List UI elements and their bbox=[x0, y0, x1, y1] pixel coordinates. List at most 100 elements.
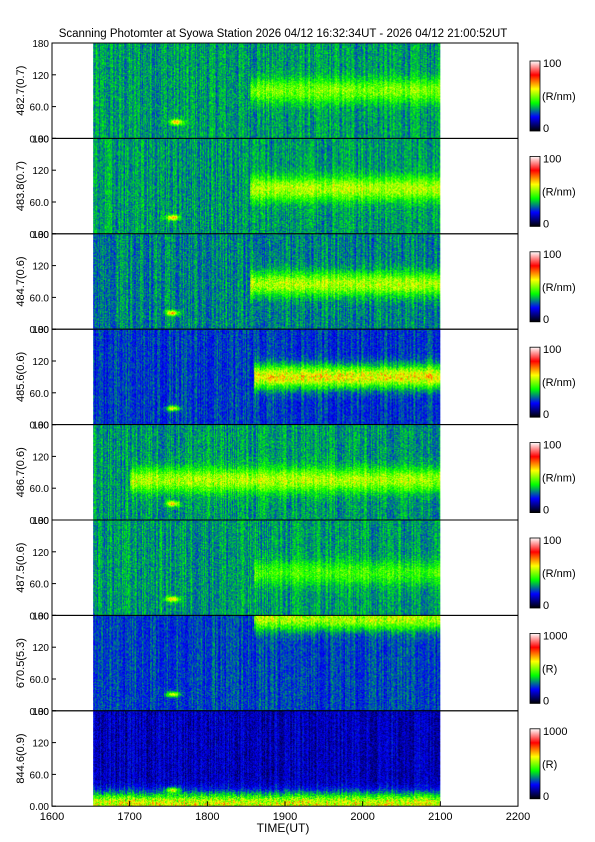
y-tick-label: 120 bbox=[32, 548, 49, 559]
x-axis: 1600 1700 1800 1900 2000 2100 2200 bbox=[40, 801, 530, 823]
y-tick-label: 0.00 bbox=[30, 802, 50, 813]
colorbar-unit-label: (R) bbox=[542, 759, 557, 771]
y-tick-label: 0.00 bbox=[30, 421, 50, 432]
y-tick-label: 60.0 bbox=[30, 675, 50, 686]
y-tick-label: 60.0 bbox=[30, 198, 50, 209]
panel-ylabel: 483.8(0.7) bbox=[15, 161, 27, 211]
colorbar-min-label: 0 bbox=[543, 123, 549, 135]
colorbar-max-label: 100 bbox=[543, 249, 561, 261]
panel-ylabel: 486.7(0.6) bbox=[15, 447, 27, 497]
chart-title: Scanning Photomter at Syowa Station 2026… bbox=[59, 28, 508, 40]
x-tick-label: 1600 bbox=[40, 811, 64, 823]
y-tick-label: 0.00 bbox=[30, 325, 50, 336]
colorbar-max-label: 100 bbox=[543, 58, 561, 70]
y-tick-label: 60.0 bbox=[30, 484, 50, 495]
y-tick-label: 60.0 bbox=[30, 293, 50, 304]
y-tick-label: 180 bbox=[32, 421, 49, 432]
colorbar-unit-label: (R/nm) bbox=[542, 568, 576, 580]
y-tick-label: 180 bbox=[32, 325, 49, 336]
colorbar-min-label: 0 bbox=[543, 505, 549, 517]
x-tick-label: 1700 bbox=[117, 811, 141, 823]
y-tick-label: 0.00 bbox=[30, 230, 50, 241]
y-tick-label: 120 bbox=[32, 739, 49, 750]
heatmap-2 bbox=[93, 138, 441, 234]
colorbar-min-label: 0 bbox=[543, 314, 549, 326]
colorbar bbox=[529, 442, 541, 514]
panel-2: 0.00 60.0 120 180 483.8(0.7) 100 (R/nm) 0 bbox=[15, 134, 576, 240]
heatmap-8 bbox=[93, 710, 441, 807]
panel-3: 0.00 60.0 120 180 484.7(0.6) 100 (R/nm) 0 bbox=[15, 230, 576, 336]
panel-ylabel: 485.6(0.6) bbox=[15, 352, 27, 402]
y-tick-label: 120 bbox=[32, 71, 49, 82]
colorbar-unit-label: (R/nm) bbox=[542, 282, 576, 294]
y-tick-label: 120 bbox=[32, 452, 49, 463]
colorbar-unit-label: (R/nm) bbox=[542, 186, 576, 198]
colorbar-min-label: 0 bbox=[543, 409, 549, 421]
y-tick-label: 120 bbox=[32, 166, 49, 177]
y-tick-label: 60.0 bbox=[30, 580, 50, 591]
y-tick-label: 180 bbox=[32, 611, 49, 622]
colorbar-min-label: 0 bbox=[543, 791, 549, 803]
colorbar bbox=[529, 60, 541, 132]
heatmap-1 bbox=[93, 43, 441, 139]
panels-layer: 0.00 60.0 120 180 482.7(0.7) 100 (R/nm) 0 0.00 60… bbox=[15, 39, 576, 813]
heatmap-4 bbox=[93, 329, 441, 425]
colorbar-max-label: 100 bbox=[543, 535, 561, 547]
colorbar-unit-label: (R/nm) bbox=[542, 91, 576, 103]
colorbar-min-label: 0 bbox=[543, 600, 549, 612]
y-tick-label: 60.0 bbox=[30, 389, 50, 400]
colorbar-max-label: 100 bbox=[543, 153, 561, 165]
y-tick-label: 180 bbox=[32, 230, 49, 241]
panel-7: 0.00 60.0 120 180 670.5(5.3) 1000 (R) 0 bbox=[15, 611, 567, 717]
colorbar-unit-label: (R) bbox=[542, 663, 557, 675]
panel-ylabel: 482.7(0.7) bbox=[15, 66, 27, 116]
colorbar-max-label: 100 bbox=[543, 440, 561, 452]
y-tick-label: 0.00 bbox=[30, 707, 50, 718]
y-tick-label: 0.00 bbox=[30, 611, 50, 622]
y-tick-label: 0.00 bbox=[30, 516, 50, 527]
panel-5: 0.00 60.0 120 180 486.7(0.6) 100 (R/nm) 0 bbox=[15, 421, 576, 527]
y-tick-label: 180 bbox=[32, 516, 49, 527]
colorbar-unit-label: (R/nm) bbox=[542, 377, 576, 389]
y-tick-label: 180 bbox=[32, 134, 49, 145]
y-tick-label: 60.0 bbox=[30, 103, 50, 114]
colorbar-min-label: 0 bbox=[543, 695, 549, 707]
x-tick-label: 2200 bbox=[506, 811, 530, 823]
colorbar bbox=[529, 728, 541, 800]
heatmap-6 bbox=[93, 520, 441, 616]
x-axis-label: TIME(UT) bbox=[257, 821, 310, 835]
panel-4: 0.00 60.0 120 180 485.6(0.6) 100 (R/nm) 0 bbox=[15, 325, 576, 431]
y-tick-label: 120 bbox=[32, 262, 49, 273]
x-tick-label: 2100 bbox=[428, 811, 452, 823]
colorbar bbox=[529, 537, 541, 609]
x-tick-label: 1900 bbox=[273, 811, 297, 823]
y-tick-label: 60.0 bbox=[30, 770, 50, 781]
colorbar bbox=[529, 346, 541, 418]
colorbar-max-label: 1000 bbox=[543, 726, 567, 738]
colorbar bbox=[529, 633, 541, 704]
heatmap-3 bbox=[93, 233, 441, 330]
panel-6: 0.00 60.0 120 180 487.5(0.6) 100 (R/nm) 0 bbox=[15, 516, 576, 622]
colorbar bbox=[529, 155, 541, 227]
panel-ylabel: 844.6(0.9) bbox=[15, 733, 27, 783]
panel-ylabel: 487.5(0.6) bbox=[15, 543, 27, 593]
y-tick-label: 0.00 bbox=[30, 134, 50, 145]
y-tick-label: 120 bbox=[32, 357, 49, 368]
panel-8: 0.00 60.0 120 180 844.6(0.9) 1000 (R) 0 bbox=[15, 707, 567, 813]
colorbar-max-label: 1000 bbox=[543, 630, 567, 642]
heatmap-5 bbox=[93, 424, 441, 520]
x-tick-label: 1800 bbox=[195, 811, 219, 823]
y-tick-label: 180 bbox=[32, 707, 49, 718]
y-tick-label: 120 bbox=[32, 643, 49, 654]
heatmap-7 bbox=[93, 615, 441, 711]
panel-ylabel: 670.5(5.3) bbox=[15, 638, 27, 688]
colorbar-min-label: 0 bbox=[543, 218, 549, 230]
colorbar-unit-label: (R/nm) bbox=[542, 473, 576, 485]
x-tick-label: 2000 bbox=[350, 811, 374, 823]
colorbar bbox=[529, 251, 541, 323]
colorbar-max-label: 100 bbox=[543, 344, 561, 356]
y-tick-label: 180 bbox=[32, 39, 49, 50]
panel-ylabel: 484.7(0.6) bbox=[15, 256, 27, 306]
panel-1: 0.00 60.0 120 180 482.7(0.7) 100 (R/nm) 0 bbox=[15, 39, 576, 145]
